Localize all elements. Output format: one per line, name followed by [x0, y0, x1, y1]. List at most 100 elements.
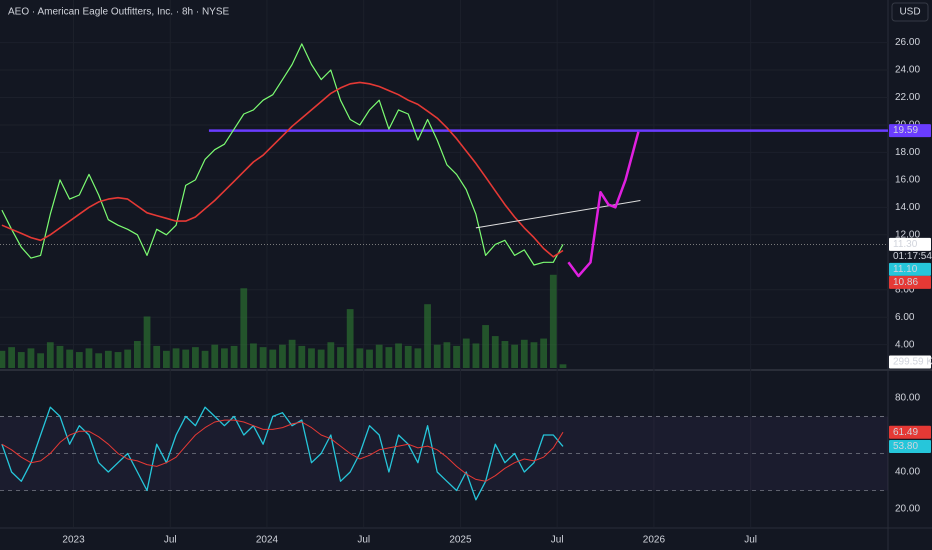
- price-label-box: [889, 275, 931, 289]
- volume-bar: [385, 347, 393, 368]
- hline-label: 19.59: [893, 125, 918, 136]
- projection-path: [567, 131, 640, 278]
- volume-bar: [259, 347, 267, 368]
- volume-bar: [472, 343, 480, 368]
- y-tick-label: 16.00: [895, 175, 920, 186]
- volume-bar: [27, 348, 35, 368]
- y-tick-label: 12.00: [895, 229, 920, 240]
- y-tick-label: 6.00: [895, 312, 915, 323]
- volume-bar: [559, 364, 567, 368]
- x-tick-label: Jul: [744, 535, 757, 546]
- volume-bar: [511, 344, 518, 368]
- rsi-value-label-box: [889, 439, 931, 453]
- price-line: [1, 43, 564, 266]
- volume-bar: [95, 353, 103, 368]
- volume-bar: [501, 341, 509, 368]
- rsi-line: [1, 419, 564, 482]
- y-tick-label: 4.00: [895, 339, 915, 350]
- currency-button: [891, 2, 929, 22]
- volume-bar: [414, 348, 422, 368]
- volume-bar: [85, 348, 93, 368]
- volume-bar: [443, 342, 451, 368]
- volume-bar: [395, 343, 402, 368]
- volume-label-box: [889, 355, 931, 369]
- volume-label: 299.59 K: [893, 357, 932, 368]
- volume-bar: [211, 344, 219, 368]
- volume-bar: [17, 352, 25, 368]
- x-tick-label: 2023: [62, 535, 85, 546]
- countdown: 01:17:54: [893, 251, 932, 262]
- y-tick-label: 26.00: [895, 37, 920, 48]
- volume-bar: [530, 342, 538, 368]
- hline-label-box: [889, 124, 931, 138]
- y-tick-label: 22.00: [895, 92, 920, 103]
- price-label-box: [889, 262, 931, 276]
- volume-bar: [482, 325, 489, 368]
- rsi-tick-label: 20.00: [895, 504, 920, 515]
- volume-bar: [327, 342, 335, 368]
- volume-bar: [346, 309, 354, 368]
- volume-bar: [104, 350, 112, 368]
- volume-bar: [308, 348, 315, 368]
- volume-bar: [298, 345, 306, 368]
- y-tick-label: 24.00: [895, 65, 920, 76]
- volume-bar: [366, 349, 373, 368]
- volume-bar: [75, 352, 83, 368]
- volume-bar: [37, 353, 45, 368]
- volume-bar: [0, 350, 6, 368]
- chart-title: AEO · American Eagle Outfitters, Inc. · …: [8, 7, 230, 18]
- volume-bar: [153, 345, 161, 368]
- volume-bar: [182, 349, 190, 368]
- last-price-label: 11.30: [893, 239, 918, 250]
- volume-bar: [114, 352, 122, 368]
- volume-bar: [240, 288, 248, 368]
- y-tick-label: 8.00: [895, 284, 915, 295]
- volume-bar: [288, 339, 296, 368]
- volume-bar: [375, 344, 383, 368]
- x-tick-label: Jul: [164, 535, 177, 546]
- currency[interactable]: USD: [899, 7, 920, 18]
- x-tick-label: Jul: [551, 535, 564, 546]
- price-line: [1, 81, 564, 258]
- volume-bar: [453, 345, 460, 368]
- volume-bar: [462, 338, 470, 368]
- volume-bar: [56, 345, 64, 368]
- volume-bar: [162, 350, 170, 368]
- volume-bar: [433, 344, 441, 368]
- y-tick-label: 14.00: [895, 202, 920, 213]
- x-tick-label: 2024: [256, 535, 279, 546]
- x-tick-label: Jul: [357, 535, 370, 546]
- rsi-value-label-box: [889, 425, 931, 439]
- volume-bar: [250, 343, 257, 368]
- volume-bar: [520, 339, 528, 368]
- volume-bar: [143, 316, 151, 368]
- volume-bar: [124, 349, 132, 368]
- volume-bar: [404, 345, 412, 368]
- volume-bar: [192, 347, 199, 368]
- volume-bar: [8, 347, 15, 368]
- volume-bar: [230, 345, 238, 368]
- rsi-tick-label: 80.00: [895, 393, 920, 404]
- volume-bar: [269, 349, 277, 368]
- volume-bar: [66, 349, 74, 368]
- price-label: 10.86: [893, 277, 918, 288]
- rsi-line: [1, 406, 564, 501]
- volume-bar: [221, 348, 228, 368]
- volume-bar: [540, 338, 548, 368]
- rsi-tick-label: 40.00: [895, 467, 920, 478]
- volume-bar: [201, 350, 209, 368]
- rsi-value-label: 61.49: [893, 427, 918, 438]
- volume-bar: [46, 342, 54, 368]
- y-tick-label: 18.00: [895, 147, 920, 158]
- price-label: 11.10: [893, 264, 918, 275]
- volume-bar: [317, 349, 325, 368]
- x-tick-label: 2026: [643, 535, 666, 546]
- volume-bar: [337, 347, 344, 368]
- volume-bar: [356, 348, 364, 368]
- volume-bar: [424, 304, 431, 368]
- volume-bar: [491, 336, 499, 368]
- volume-bar: [133, 341, 141, 368]
- volume-bar: [279, 344, 286, 368]
